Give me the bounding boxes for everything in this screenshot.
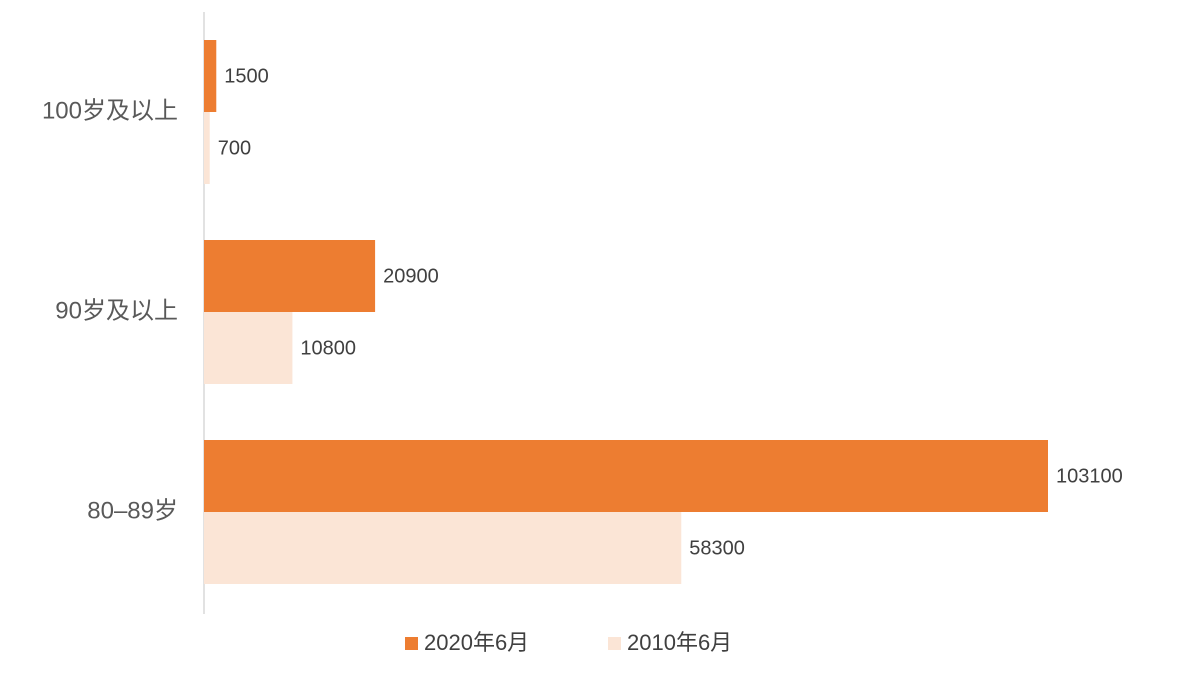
y-tick-label: 80–89岁 <box>87 497 178 524</box>
legend-swatch <box>608 637 621 650</box>
bar <box>204 40 217 112</box>
value-label: 103100 <box>1056 465 1123 487</box>
bar <box>204 512 682 584</box>
bar <box>204 440 1048 512</box>
bar <box>204 112 210 184</box>
bar <box>204 240 376 312</box>
value-label: 1500 <box>224 65 269 87</box>
legend-label: 2010年6月 <box>627 630 732 655</box>
y-tick-label: 90岁及以上 <box>55 297 178 324</box>
legend-swatch <box>405 637 418 650</box>
value-label: 700 <box>218 137 251 159</box>
value-label: 10800 <box>300 337 356 359</box>
value-label: 58300 <box>689 537 745 559</box>
y-tick-label: 100岁及以上 <box>42 97 178 124</box>
bar <box>204 312 293 384</box>
value-label: 20900 <box>383 265 439 287</box>
legend-label: 2020年6月 <box>424 630 529 655</box>
